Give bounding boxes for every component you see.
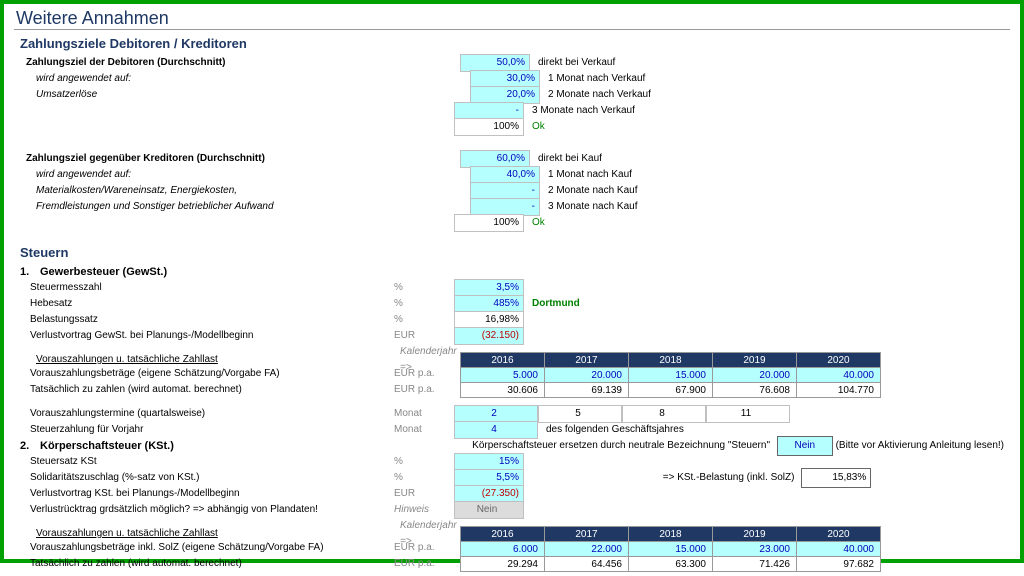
head-gewst: Gewerbesteuer (GewSt.) [40,264,167,280]
label-fremd: Fremdleistungen und Sonstiger betrieblic… [30,199,410,215]
num-kst: 2. [20,438,34,454]
label-deb-avg: Zahlungsziel der Debitoren (Durchschnitt… [20,55,400,71]
output-ruecktrag: Nein [454,501,524,519]
label-kst-belast: => KSt.-Belastung (inkl. SolZ) [663,472,795,483]
unit-pct-3: % [394,312,454,328]
section-steuern: Steuern [20,245,1010,260]
unit-pct-1: % [394,280,454,296]
note-m1-kauf: 1 Monat nach Kauf [540,167,820,183]
note-m3-kauf: 3 Monate nach Kauf [540,199,820,215]
page-title: Weitere Annahmen [14,8,1010,30]
sum-deb: 100% [454,118,524,136]
label-applied2: wird angewendet auf: [30,167,410,183]
label-kst-neutral: Körperschaftsteuer ersetzen durch neutra… [472,440,770,451]
label-hebe: Hebesatz [14,296,394,312]
unit-hinweis: Hinweis [394,502,454,518]
unit-eur-1: EUR [394,328,454,344]
termin-2: 8 [622,405,706,423]
output-kst-belast: 15,83% [801,468,871,488]
label-belast: Belastungssatz [14,312,394,328]
label-kred-avg: Zahlungsziel gegenüber Kreditoren (Durch… [20,151,400,167]
label-verlust-kst: Verlustvortrag KSt. bei Planungs-/Modell… [14,486,394,502]
head-kst: Körperschaftsteuer (KSt.) [40,438,174,454]
label-tats-1: Tatsächlich zu zahlen (wird automat. ber… [14,382,394,398]
label-applied: wird angewendet auf: [30,71,410,87]
label-voraus-betr-1: Vorauszahlungsbeträge (eigene Schätzung/… [14,366,394,382]
unit-eurpa-4: EUR p.a. [394,556,454,572]
dropdown-kst-neutral[interactable]: Nein [777,436,833,456]
note-m3-verkauf: 3 Monate nach Verkauf [524,103,804,119]
note-direkt-kauf: direkt bei Kauf [530,151,810,167]
label-mess: Steuermesszahl [14,280,394,296]
label-kst-anleitung: (Bitte vor Aktivierung Anleitung lesen!) [836,440,1004,451]
unit-pct-5: % [394,470,454,486]
note-direkt-verkauf: direkt bei Verkauf [530,55,810,71]
unit-monat-1: Monat [394,406,454,422]
label-ruecktrag: Verlustrücktrag grdsätzlich möglich? => … [14,502,394,518]
ok-kred: Ok [524,215,804,231]
unit-pct-2: % [394,296,454,312]
label-tats-2: Tatsächlich zu zahlen (wird automat. ber… [14,556,394,572]
label-verlust-gew: Verlustvortrag GewSt. bei Planungs-/Mode… [14,328,394,344]
unit-eurpa-2: EUR p.a. [394,382,454,398]
label-umsatz: Umsatzerlöse [30,87,410,103]
termin-3: 11 [706,405,790,423]
note-m2-verkauf: 2 Monate nach Verkauf [540,87,820,103]
unit-eurpa-3: EUR p.a. [394,540,454,556]
unit-pct-4: % [394,454,454,470]
input-verlust-gew[interactable]: (32.150) [454,327,524,345]
note-dortmund: Dortmund [524,296,804,312]
note-m2-kauf: 2 Monate nach Kauf [540,183,820,199]
ok-deb: Ok [524,119,804,135]
unit-eur-2: EUR [394,486,454,502]
label-material: Materialkosten/Wareneinsatz, Energiekost… [30,183,410,199]
label-voraus-betr-2: Vorauszahlungsbeträge inkl. SolZ (eigene… [14,540,394,556]
label-termine: Vorauszahlungstermine (quartalsweise) [14,406,394,422]
sum-kred: 100% [454,214,524,232]
label-kst-satz: Steuersatz KSt [14,454,394,470]
termin-1: 5 [538,405,622,423]
note-m1-verkauf: 1 Monat nach Verkauf [540,71,820,87]
label-solz: Solidaritätszuschlag (%-satz von KSt.) [14,470,394,486]
num-gewst: 1. [20,264,34,280]
unit-eurpa-1: EUR p.a. [394,366,454,382]
section-debitoren-kreditoren: Zahlungsziele Debitoren / Kreditoren [20,36,1010,51]
